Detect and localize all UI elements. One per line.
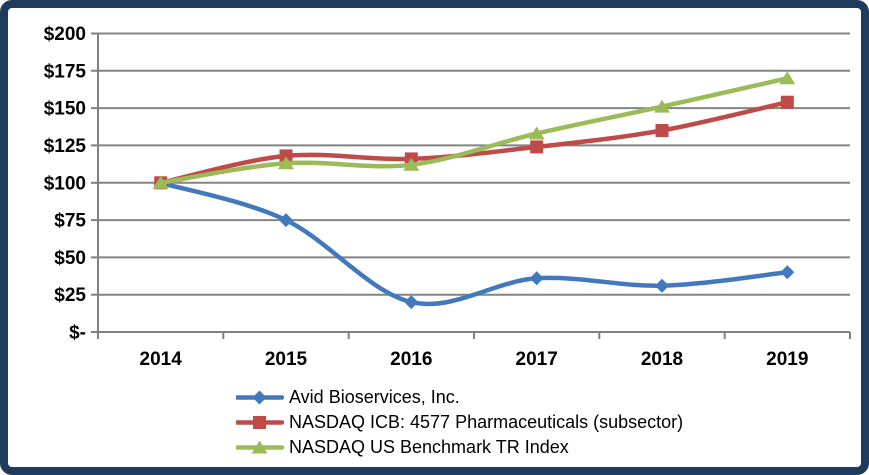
legend-label: NASDAQ ICB: 4577 Pharmaceuticals (subsec… xyxy=(289,412,684,432)
triangle-marker-icon xyxy=(251,440,268,454)
triangle-marker-icon xyxy=(779,71,796,85)
x-tick-label: 2017 xyxy=(516,349,558,370)
triangle-marker-icon xyxy=(528,126,545,140)
triangle-marker-icon xyxy=(403,157,420,171)
series-2 xyxy=(152,71,796,189)
y-tick-label: $25 xyxy=(54,285,86,306)
legend-item-avid-bioservices: Avid Bioservices, Inc. xyxy=(236,385,683,410)
diamond-marker-icon xyxy=(404,295,419,310)
square-marker-icon xyxy=(655,124,669,137)
triangle-marker-icon xyxy=(278,156,294,170)
y-tick-label: $150 xyxy=(44,99,86,120)
diamond-marker-icon xyxy=(780,265,795,280)
x-tick-label: 2015 xyxy=(265,349,308,370)
diamond-marker-icon xyxy=(252,390,267,405)
legend-swatch-triangle-icon xyxy=(236,440,284,454)
x-tick-label: 2019 xyxy=(766,349,808,370)
y-tick-label: $175 xyxy=(44,61,87,82)
y-tick-label: $100 xyxy=(44,173,86,194)
legend-label: NASDAQ US Benchmark TR Index xyxy=(289,437,569,457)
series-line xyxy=(158,99,790,186)
series-line xyxy=(158,180,790,307)
square-marker-icon xyxy=(780,95,794,109)
y-tick-label: $- xyxy=(69,323,86,344)
x-tick-label: 2014 xyxy=(140,349,183,370)
triangle-marker-icon xyxy=(152,175,169,189)
diamond-marker-icon xyxy=(279,213,293,228)
legend-swatch-diamond-icon xyxy=(236,390,284,405)
x-tick-label: 2016 xyxy=(390,349,432,370)
chart-legend: Avid Bioservices, Inc. NASDAQ ICB: 4577 … xyxy=(236,385,683,460)
triangle-marker-icon xyxy=(654,99,670,113)
series-1 xyxy=(154,95,794,190)
y-tick-label: $125 xyxy=(44,136,87,157)
square-marker-icon xyxy=(253,416,266,429)
diamond-marker-icon xyxy=(529,271,544,286)
legend-item-nasdaq-pharmaceuticals: NASDAQ ICB: 4577 Pharmaceuticals (subsec… xyxy=(236,410,683,435)
y-tick-label: $75 xyxy=(54,211,86,232)
legend-item-nasdaq-benchmark: NASDAQ US Benchmark TR Index xyxy=(236,435,683,460)
series-line xyxy=(158,76,790,186)
legend-swatch-square-icon xyxy=(236,416,284,429)
x-tick-label: 2018 xyxy=(641,349,683,370)
y-tick-label: $200 xyxy=(44,24,86,45)
plot-area: $- $25 $50 $75 $100 $125 $150 $175 $200 2014 2015 2… xyxy=(44,24,851,370)
legend-label: Avid Bioservices, Inc. xyxy=(289,387,460,407)
series-0 xyxy=(153,175,795,310)
square-marker-icon xyxy=(279,149,293,163)
y-tick-label: $50 xyxy=(54,248,86,269)
diamond-marker-icon xyxy=(655,278,669,293)
square-marker-icon xyxy=(530,140,544,154)
